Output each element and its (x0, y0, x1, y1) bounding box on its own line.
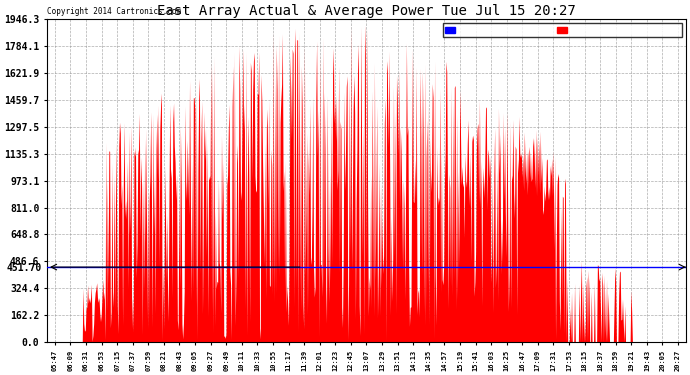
Text: Copyright 2014 Cartronics.com: Copyright 2014 Cartronics.com (47, 7, 181, 16)
Legend: Average  (DC Watts), East Array  (DC Watts): Average (DC Watts), East Array (DC Watts… (442, 24, 682, 38)
Title: East Array Actual & Average Power Tue Jul 15 20:27: East Array Actual & Average Power Tue Ju… (157, 4, 576, 18)
